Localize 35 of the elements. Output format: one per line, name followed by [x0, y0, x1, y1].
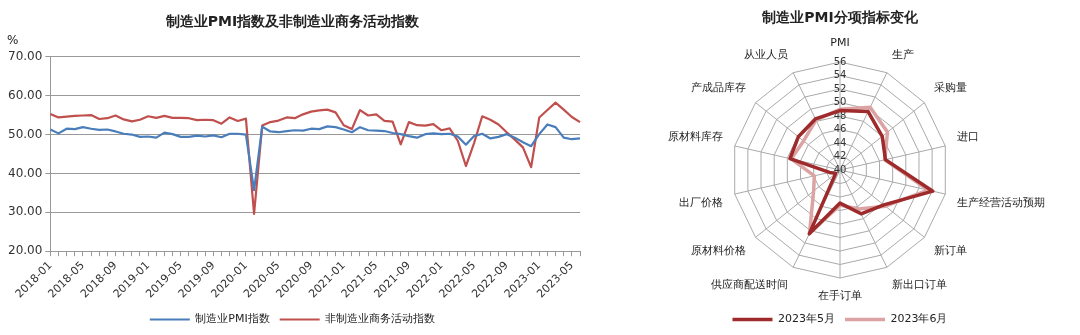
spoke-label: 在手订单 [818, 289, 862, 303]
spoke-label: 原材料价格 [691, 244, 747, 258]
y-tick-label: 54 [833, 69, 847, 81]
spoke-label: 生产 [892, 48, 915, 62]
spoke-label: 原材料库存 [668, 129, 724, 143]
y-tick-label: 44 [833, 136, 847, 148]
y-axis-title: % [7, 32, 19, 47]
spoke-label: 产成品库存 [691, 81, 747, 95]
legend-label: 2023年6月 [890, 312, 948, 326]
y-tick-label: 40.00 [7, 165, 43, 180]
y-tick-label: 52 [833, 82, 847, 94]
legend-label: 非制造业商务活动指数 [325, 312, 436, 326]
y-tick-label: 60.00 [7, 87, 43, 102]
spoke-label: 从业人员 [743, 48, 788, 62]
y-tick-label: 56 [833, 55, 847, 67]
spoke-label: 生产经营活动预期 [956, 196, 1045, 210]
y-tick-label: 20.00 [7, 243, 43, 258]
y-tick-label: 50 [833, 96, 847, 108]
chart-title: 制造业PMI指数及非制造业商务活动指数 [164, 13, 421, 30]
spoke-label: 新订单 [933, 244, 967, 258]
legend-label: 2023年5月 [778, 312, 836, 326]
spoke-label: 采购量 [933, 81, 967, 95]
y-tick-label: 30.00 [7, 204, 43, 219]
y-tick-label: 40 [833, 163, 847, 175]
spoke-label: 进口 [956, 129, 979, 143]
y-tick-label: 50.00 [7, 126, 43, 141]
spoke-label: PMI [830, 36, 850, 50]
spoke-label: 新出口订单 [892, 277, 948, 291]
spoke-label: 供应商配送时间 [710, 277, 788, 291]
spoke-label: 出厂价格 [679, 196, 724, 210]
legend-label: 制造业PMI指数 [195, 312, 270, 326]
y-tick-label: 46 [833, 123, 847, 135]
chart-title: 制造业PMI分项指标变化 [761, 9, 919, 26]
y-tick-label: 70.00 [7, 48, 43, 63]
y-tick-label: 42 [833, 150, 847, 162]
